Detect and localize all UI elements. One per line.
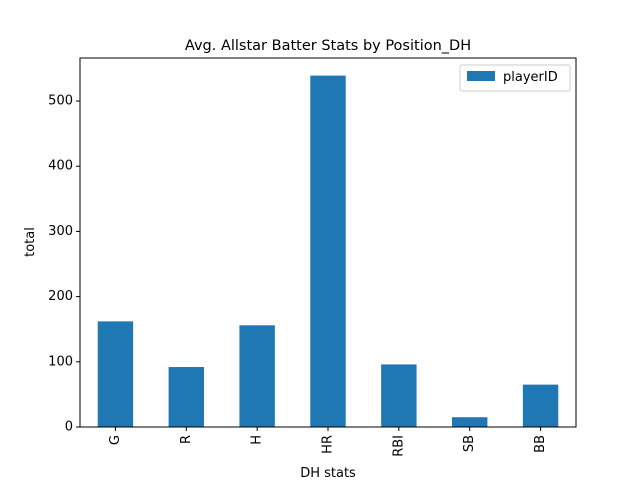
x-axis-ticks: G R H HR RBI SB BB: [108, 427, 548, 457]
bar-sb: [452, 417, 488, 427]
bar-bb: [522, 384, 559, 427]
y-axis-ticks: 0 100 200 300 400 500: [48, 94, 80, 435]
bars: [97, 75, 559, 427]
y-tick-label: 300: [48, 224, 73, 239]
legend-swatch: [467, 71, 495, 81]
y-tick-label: 500: [48, 94, 73, 109]
x-tick-label: R: [179, 435, 194, 444]
legend-label: playerID: [503, 70, 558, 85]
y-tick-label: 100: [48, 354, 73, 369]
x-axis-label: DH stats: [300, 466, 356, 480]
legend: playerID: [459, 64, 571, 92]
y-axis-label: total: [23, 227, 38, 257]
y-tick-label: 200: [48, 289, 73, 304]
y-tick-label: 0: [65, 420, 73, 435]
bar-r: [168, 367, 204, 427]
x-tick-label: H: [250, 435, 265, 445]
x-tick-label: SB: [462, 435, 477, 452]
bar-g: [97, 321, 134, 427]
x-tick-label: BB: [533, 435, 548, 453]
x-tick-label: G: [108, 435, 123, 445]
x-tick-label: HR: [321, 435, 336, 454]
bar-h: [239, 325, 275, 427]
bar-rbi: [381, 364, 417, 427]
x-tick-label: RBI: [391, 435, 406, 457]
bar-hr: [310, 75, 346, 427]
plot-frame: [79, 57, 577, 428]
chart-title: Avg. Allstar Batter Stats by Position_DH: [185, 38, 471, 54]
y-tick-label: 400: [48, 159, 73, 174]
